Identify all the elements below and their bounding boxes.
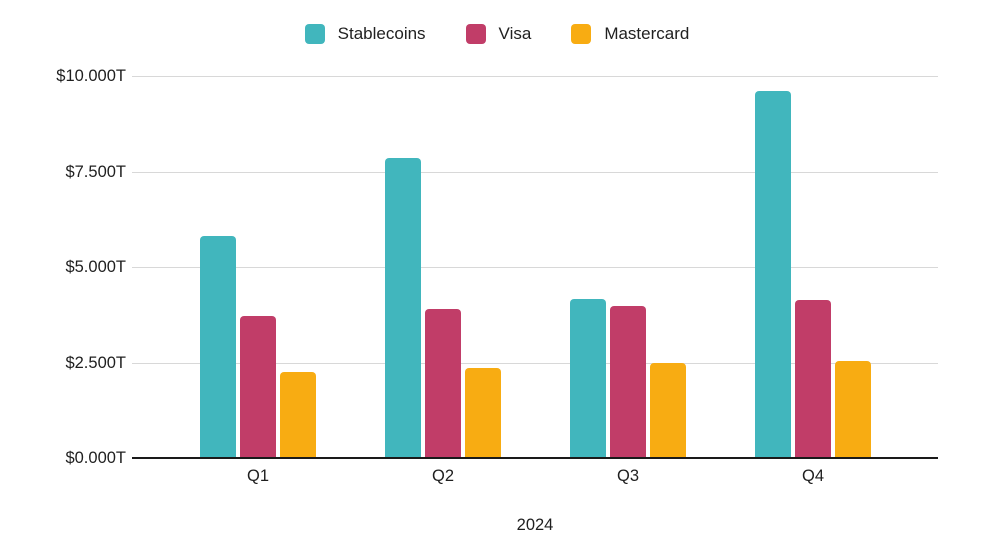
legend-item-visa: Visa <box>465 24 532 44</box>
bar-visa-q4 <box>795 299 831 458</box>
legend-swatch-visa-icon <box>465 24 486 44</box>
y-tick-label-5: $5.000T <box>65 258 126 276</box>
bar-stablecoins-q3 <box>570 299 606 458</box>
bar-visa-q1 <box>240 315 276 458</box>
bar-mastercard-q4 <box>835 360 871 458</box>
y-tick-label-0: $0.000T <box>65 449 126 467</box>
y-tick-label-7.5: $7.500T <box>65 162 126 181</box>
legend-swatch-mastercard-icon <box>571 24 592 44</box>
legend-label-stablecoins: Stablecoins <box>337 24 426 43</box>
legend-item-mastercard: Mastercard <box>571 24 689 44</box>
gridline-7.5 <box>132 171 938 173</box>
gridline-10 <box>132 76 938 77</box>
bar-stablecoins-q2 <box>385 158 421 458</box>
legend-item-stablecoins: Stablecoins <box>304 24 426 44</box>
bar-stablecoins-q1 <box>200 235 236 458</box>
bar-visa-q2 <box>425 309 461 458</box>
x-tick-label-q4: Q4 <box>801 467 824 485</box>
bar-mastercard-q3 <box>650 363 686 458</box>
x-tick-label-q3: Q3 <box>616 467 639 485</box>
bar-stablecoins-q4 <box>755 90 791 458</box>
x-axis-line <box>132 457 938 459</box>
legend-label-visa: Visa <box>498 24 532 43</box>
legend-swatch-stablecoins-icon <box>304 24 325 44</box>
bar-visa-q3 <box>610 305 646 458</box>
legend-label-mastercard: Mastercard <box>604 24 690 43</box>
bar-mastercard-q2 <box>465 367 501 458</box>
gridline-2.5 <box>132 362 938 364</box>
y-tick-label-10: $10.000T <box>56 67 126 85</box>
x-tick-label-q2: Q2 <box>431 467 454 485</box>
legend: Stablecoins Visa Mastercard <box>0 24 994 44</box>
gridline-5 <box>132 267 938 268</box>
y-tick-label-2.5: $2.500T <box>65 353 126 372</box>
bar-mastercard-q1 <box>280 372 316 458</box>
x-tick-label-q1: Q1 <box>246 467 269 485</box>
x-axis-year-label: 2024 <box>516 516 554 534</box>
